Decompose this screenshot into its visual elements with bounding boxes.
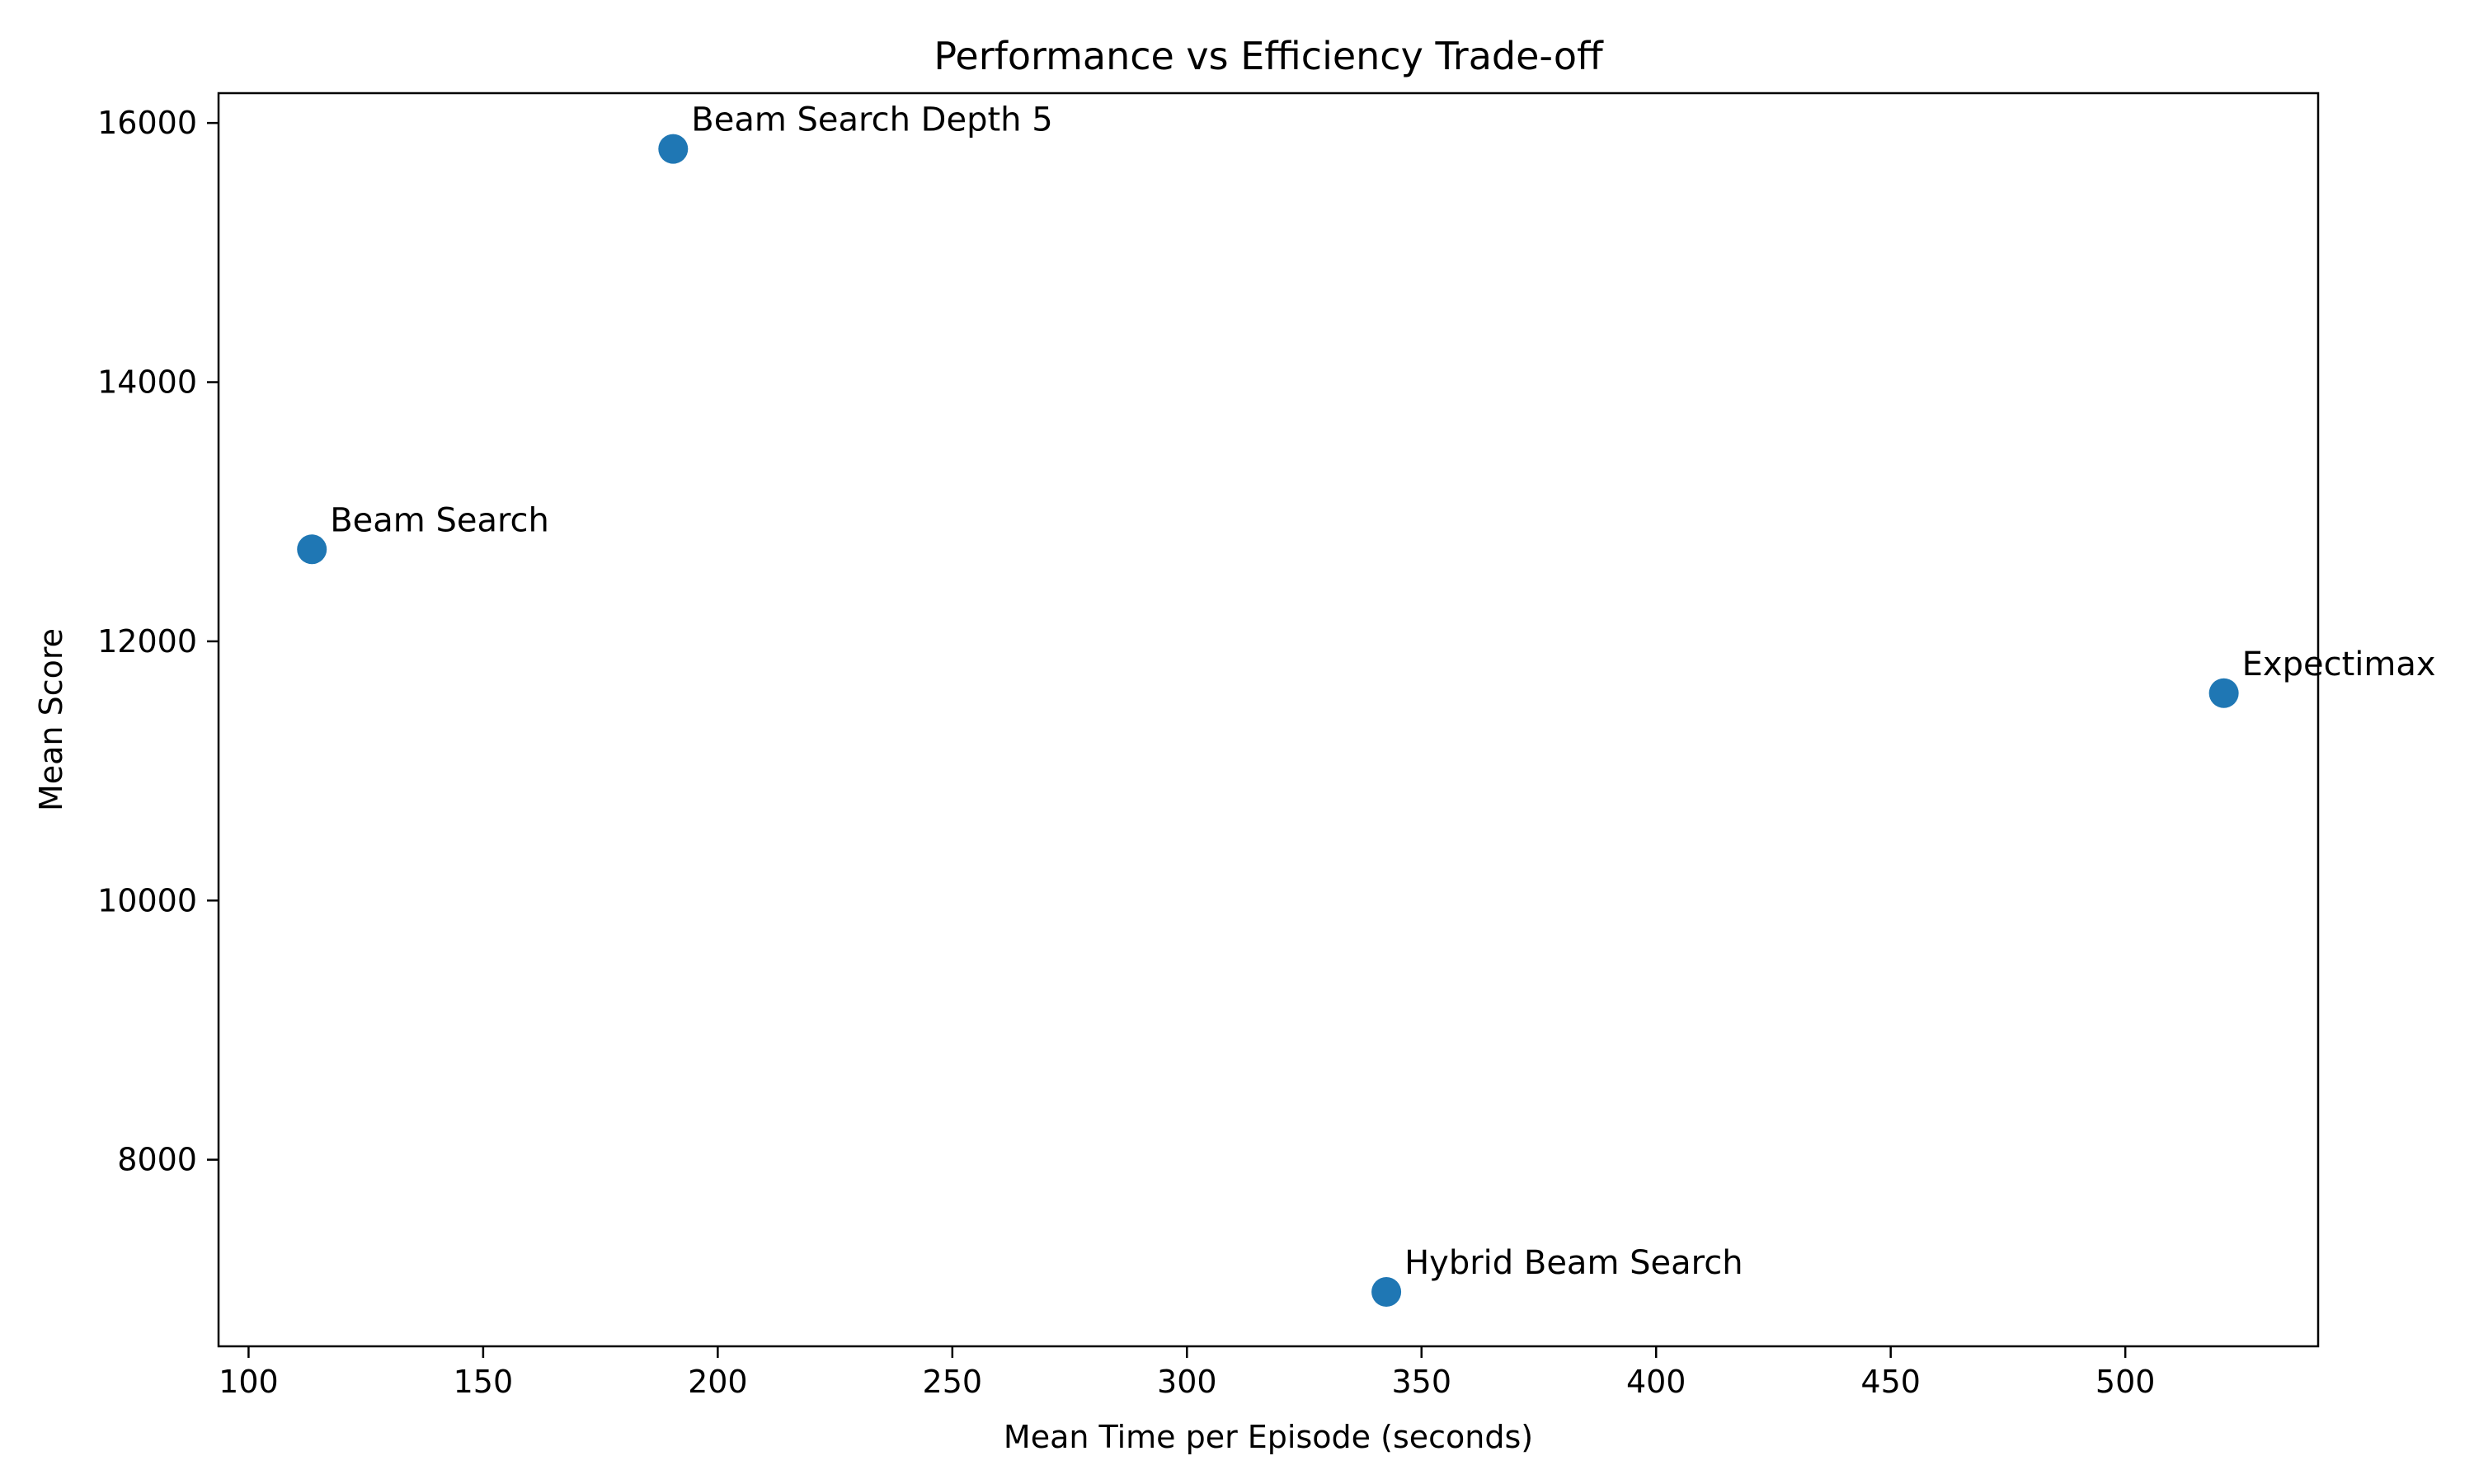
x-tick-label: 300 xyxy=(1157,1364,1217,1400)
plot-area xyxy=(217,92,2320,1348)
y-tick-label: 12000 xyxy=(97,623,197,660)
y-tick-label: 14000 xyxy=(97,364,197,401)
x-tick-label: 400 xyxy=(1626,1364,1686,1400)
chart-title: Performance vs Efficiency Trade-off xyxy=(934,34,1604,78)
point-label: Hybrid Beam Search xyxy=(1404,1244,1743,1282)
y-axis-label: Mean Score xyxy=(33,628,69,811)
point-label: Beam Search xyxy=(330,501,549,539)
point-annotations: Beam Search Beam Search Depth 5 Hybrid Bea… xyxy=(330,101,2435,1282)
x-tick-label: 450 xyxy=(1860,1364,1921,1400)
x-tick-label: 150 xyxy=(454,1364,514,1400)
plot-frame xyxy=(217,92,2320,1348)
x-axis-ticks: 100 150 200 250 300 350 400 450 500 xyxy=(219,1346,2155,1400)
y-axis-ticks: 8000 10000 12000 14000 16000 xyxy=(97,105,219,1178)
data-point xyxy=(297,534,327,565)
x-tick-label: 100 xyxy=(219,1364,279,1400)
y-tick-label: 8000 xyxy=(117,1142,197,1178)
point-label: Expectimax xyxy=(2242,646,2436,683)
x-tick-label: 350 xyxy=(1391,1364,1451,1400)
data-point xyxy=(1371,1276,1402,1307)
data-point xyxy=(2208,678,2239,708)
point-label: Beam Search Depth 5 xyxy=(691,101,1052,139)
x-tick-label: 250 xyxy=(923,1364,983,1400)
y-tick-label: 16000 xyxy=(97,105,197,141)
data-point xyxy=(658,134,689,164)
x-tick-label: 200 xyxy=(688,1364,748,1400)
y-tick-label: 10000 xyxy=(97,882,197,918)
x-axis-label: Mean Time per Episode (seconds) xyxy=(1004,1419,1533,1455)
x-tick-label: 500 xyxy=(2095,1364,2156,1400)
data-points xyxy=(297,134,2239,1307)
